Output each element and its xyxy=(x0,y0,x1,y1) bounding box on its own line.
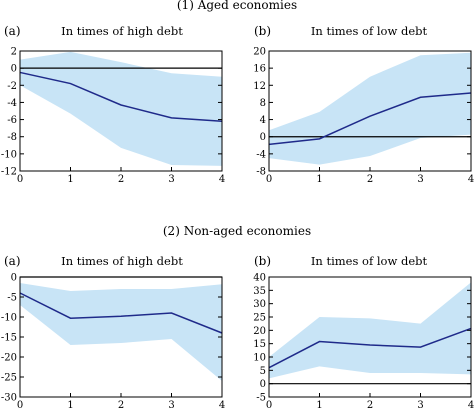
panel-title: In times of high debt xyxy=(61,254,183,268)
y-tick-label: 20 xyxy=(253,47,266,58)
x-tick-label: 1 xyxy=(316,174,322,185)
x-tick-label: 4 xyxy=(468,400,474,409)
x-tick-label: 1 xyxy=(316,400,322,409)
y-tick-label: -4 xyxy=(7,98,17,109)
y-tick-label: -20 xyxy=(1,353,17,364)
x-tick-label: 0 xyxy=(266,174,272,185)
x-tick-label: 3 xyxy=(417,400,423,409)
y-tick-label: 0 xyxy=(11,273,17,284)
y-tick-label: -6 xyxy=(7,115,17,126)
x-tick-label: 4 xyxy=(219,174,225,185)
estimate-line xyxy=(19,292,223,334)
panel-non-aged-low-debt: (b) In times of low debt xyxy=(254,254,428,268)
panel-aged-low-debt: (b) In times of low debt xyxy=(254,24,428,38)
x-tick-label: 0 xyxy=(17,174,23,185)
panel-label: (b) xyxy=(254,254,271,268)
panel-label: (b) xyxy=(254,24,271,38)
estimate-line xyxy=(19,71,223,123)
chart-plot-0: -12 -10 -8 -6 -4 -2 0 2 0 1 2 3 4 xyxy=(1,47,225,186)
y-tick-label: -8 xyxy=(256,167,266,178)
section-title-non-aged: (2) Non-aged economies xyxy=(163,224,311,238)
y-tick-label: -15 xyxy=(1,333,17,344)
panel-title: In times of high debt xyxy=(61,24,183,38)
estimate-line xyxy=(268,327,472,369)
y-tick-label: -10 xyxy=(1,313,17,324)
panel-title: In times of low debt xyxy=(311,254,428,268)
panel-non-aged-high-debt: (a) In times of high debt xyxy=(4,254,183,268)
x-tick-label: 3 xyxy=(417,174,423,185)
y-tick-label: 8 xyxy=(260,98,266,109)
y-tick-label: 2 xyxy=(11,47,17,58)
chart-plot-2: -30 -25 -20 -15 -10 -5 0 0 1 2 3 4 xyxy=(1,273,225,409)
x-tick-label: 4 xyxy=(219,400,225,409)
x-tick-label: 2 xyxy=(118,174,124,185)
x-tick-label: 2 xyxy=(118,400,124,409)
confidence-band xyxy=(20,283,222,381)
y-tick-label: 35 xyxy=(253,286,266,297)
y-tick-label: 16 xyxy=(253,64,266,75)
x-tick-label: 1 xyxy=(67,400,73,409)
confidence-band xyxy=(269,52,471,165)
y-tick-label: -5 xyxy=(7,293,17,304)
x-tick-label: 2 xyxy=(367,174,373,185)
y-tick-label: 12 xyxy=(253,81,266,92)
y-tick-label: 30 xyxy=(253,299,266,310)
y-tick-label: -5 xyxy=(256,393,266,404)
y-tick-label: 4 xyxy=(260,115,266,126)
y-tick-label: -4 xyxy=(256,149,266,160)
y-tick-label: 0 xyxy=(11,64,17,75)
x-tick-label: 0 xyxy=(266,400,272,409)
y-tick-label: -2 xyxy=(7,81,17,92)
y-tick-label: -10 xyxy=(1,149,17,160)
y-tick-label: 25 xyxy=(253,313,266,324)
x-tick-label: 2 xyxy=(367,400,373,409)
x-tick-label: 3 xyxy=(168,400,174,409)
y-tick-label: 15 xyxy=(253,339,266,350)
y-tick-label: 0 xyxy=(260,379,266,390)
y-tick-label: 40 xyxy=(253,273,266,284)
y-tick-label: -12 xyxy=(1,167,17,178)
confidence-band xyxy=(269,282,471,379)
y-tick-label: 0 xyxy=(260,132,266,143)
y-tick-label: -25 xyxy=(1,373,17,384)
confidence-band xyxy=(20,51,222,166)
panel-title: In times of low debt xyxy=(311,24,428,38)
estimate-line xyxy=(268,92,472,146)
y-tick-label: 20 xyxy=(253,326,266,337)
y-tick-label: 10 xyxy=(253,353,266,364)
section-title-aged: (1) Aged economies xyxy=(177,0,297,12)
x-tick-label: 0 xyxy=(17,400,23,409)
panel-aged-high-debt: (a) In times of high debt xyxy=(4,24,183,38)
panel-label: (a) xyxy=(4,24,21,38)
y-tick-label: -30 xyxy=(1,393,17,404)
y-tick-label: -8 xyxy=(7,132,17,143)
panel-label: (a) xyxy=(4,254,21,268)
y-tick-label: 5 xyxy=(260,366,266,377)
x-tick-label: 3 xyxy=(168,174,174,185)
x-tick-label: 4 xyxy=(468,174,474,185)
x-tick-label: 1 xyxy=(67,174,73,185)
